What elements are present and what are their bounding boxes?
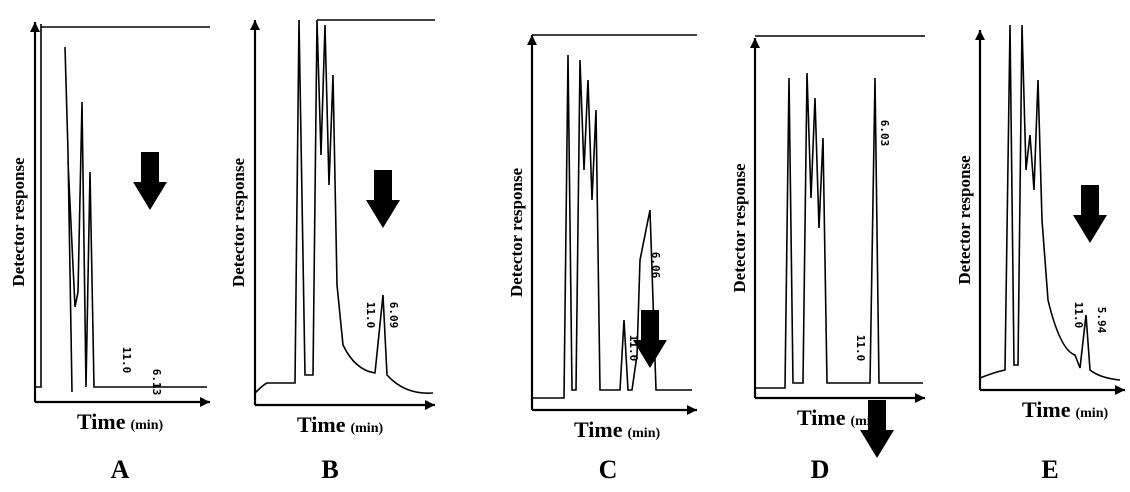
y-axis-label: Detector response [229,157,248,287]
peak-arrow [1073,185,1107,243]
axes [33,22,210,404]
x-axis-unit: (min) [1075,406,1108,421]
peak-arrow [133,152,167,210]
axis-arrows [250,20,435,410]
x-axis-label: Time (min) [1022,397,1108,422]
retention-time-label: 6.13 [150,369,163,396]
chromatogram-panel: 11.0 6.13 [30,22,210,407]
x-axis-label: Time (min) [77,409,163,434]
peak-arrow [366,170,400,228]
peak-label: 11.0 [1072,302,1085,329]
chromatogram-panel: 11.0 6.03 [750,35,925,458]
retention-time-label: 6.03 [878,120,891,147]
x-axis-title: Time [77,409,126,434]
chromatogram-panel: 11.0 6.09 [250,19,435,410]
panel-letter: A [111,455,130,484]
retention-time-label: 5.94 [1095,307,1108,334]
x-axis-unit: (min) [130,418,163,433]
axes [978,30,1125,392]
peak-label: 11.0 [627,335,640,362]
y-axis-label: Detector response [507,167,526,297]
peak-label: 11.0 [854,335,867,362]
panel-letter: D [811,455,830,484]
axes [253,20,435,407]
x-axis-unit: (min) [850,414,883,429]
retention-time-label: 6.09 [387,302,400,329]
y-axis-label: Detector response [9,157,28,287]
axis-arrows [975,30,1125,395]
x-axis-label: Time (min) [797,405,883,430]
trace [35,24,210,393]
x-axis-title: Time [797,405,846,430]
axis-arrows [30,22,210,407]
peak-label: 11.0 [364,302,377,329]
x-axis-label: Time (min) [297,412,383,437]
peak-label: 11.0 [120,347,133,374]
panel-letter: B [321,455,338,484]
y-axis-label: Detector response [955,155,974,285]
trace [254,19,435,394]
axis-arrows [750,38,925,403]
trace [755,35,925,389]
trace [532,34,697,399]
axes [753,38,925,400]
x-axis-title: Time [574,417,623,442]
y-axis-label: Detector response [730,163,749,293]
trace [979,24,1121,381]
axes [530,35,697,412]
panel-letter: E [1041,455,1058,484]
peak-arrow [860,400,894,458]
x-axis-unit: (min) [627,426,660,441]
panel-letter: C [599,455,618,484]
chromatogram-panel: 11.0 5.94 [975,24,1125,395]
peak-arrow [633,310,667,368]
x-axis-title: Time [1022,397,1071,422]
axis-arrows [527,35,697,415]
retention-time-label: 6.06 [649,252,662,279]
x-axis-unit: (min) [350,421,383,436]
x-axis-label: Time (min) [574,417,660,442]
chromatogram-panel: 11.0 6.06 [527,34,697,415]
x-axis-title: Time [297,412,346,437]
